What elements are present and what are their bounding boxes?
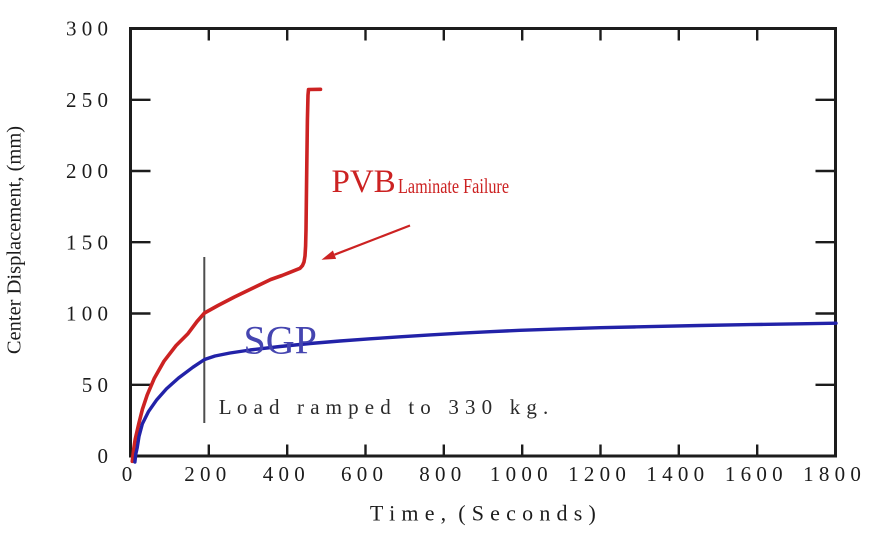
svg-text:1 0 0 0: 1 0 0 0 [490,462,548,486]
svg-text:T i m e , ( S e c o n d s ): T i m e , ( S e c o n d s ) [370,501,596,526]
svg-text:0: 0 [122,462,133,486]
svg-text:Laminate Failure: Laminate Failure [398,174,509,198]
svg-text:0: 0 [98,444,109,468]
svg-text:2 0 0: 2 0 0 [184,462,226,486]
svg-text:2 0 0: 2 0 0 [66,159,108,183]
svg-text:1 4 0 0: 1 4 0 0 [646,462,704,486]
svg-text:1 2 0 0: 1 2 0 0 [568,462,626,486]
svg-text:SGP: SGP [244,318,317,363]
svg-text:1 6 0 0: 1 6 0 0 [725,462,783,486]
svg-text:1 8 0 0: 1 8 0 0 [803,462,861,486]
svg-text:4 0 0: 4 0 0 [263,462,305,486]
svg-text:2 5 0: 2 5 0 [66,88,108,112]
svg-text:3 0 0: 3 0 0 [66,17,108,41]
svg-text:8 0 0: 8 0 0 [419,462,461,486]
svg-text:1 0 0: 1 0 0 [66,302,108,326]
svg-text:1 5 0: 1 5 0 [66,230,108,254]
svg-text:6 0 0: 6 0 0 [341,462,383,486]
svg-text:5 0: 5 0 [82,373,108,397]
svg-text:PVB: PVB [332,164,396,200]
svg-text:L o a d r a m p e d t o: L o a d r a m p e d t o 3 3 0 k g . [219,395,549,419]
svg-text:Center Displacement, (mm): Center Displacement, (mm) [4,126,26,354]
